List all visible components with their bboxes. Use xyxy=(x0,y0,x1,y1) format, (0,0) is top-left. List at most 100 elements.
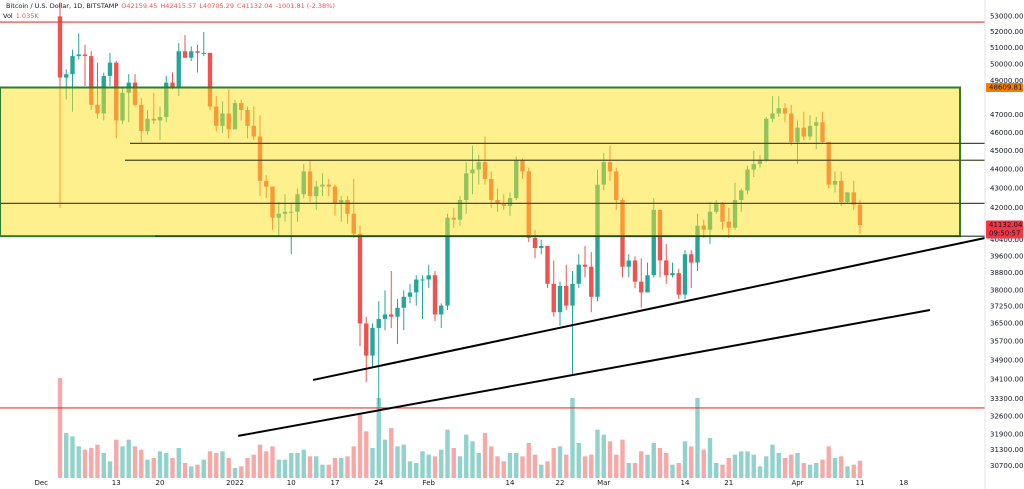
candle-body xyxy=(551,283,556,313)
candle-body xyxy=(189,51,194,58)
price-tag-label: 41132.04 xyxy=(989,221,1023,229)
volume-bar xyxy=(701,449,706,478)
volume-bar xyxy=(395,446,400,478)
volume-bar xyxy=(401,444,406,478)
candle-body xyxy=(64,74,69,78)
candle-body xyxy=(376,318,381,328)
volume-bar xyxy=(845,466,850,478)
volume-label: Vol xyxy=(3,12,13,20)
volume-bar xyxy=(457,456,463,478)
volume-bar xyxy=(264,451,269,478)
volume-bar xyxy=(276,459,281,478)
candle-body xyxy=(76,54,81,57)
volume-bar xyxy=(514,453,519,478)
volume-bar xyxy=(176,448,181,478)
candle-body xyxy=(195,51,200,53)
y-tick-label: 38800.00 xyxy=(990,269,1023,277)
candle-body xyxy=(370,327,375,356)
candle-body xyxy=(89,56,94,105)
candle-body xyxy=(364,323,369,356)
volume-bar xyxy=(282,459,288,478)
volume-bar xyxy=(126,439,131,478)
volume-bar xyxy=(382,439,388,478)
candle-body xyxy=(682,254,688,295)
candle-body xyxy=(70,56,75,75)
candle-body xyxy=(670,273,675,276)
volume-bar xyxy=(426,454,431,478)
price-axis-bg xyxy=(985,0,1024,489)
volume-bar xyxy=(551,448,556,478)
volume-bar xyxy=(664,453,669,478)
y-tick-label: 33300.00 xyxy=(990,395,1023,403)
candle-body xyxy=(170,82,175,88)
volume-bar xyxy=(532,454,538,478)
candle-body xyxy=(532,237,538,249)
candle-body xyxy=(389,314,394,317)
y-tick-label: 50000.00 xyxy=(990,60,1023,68)
volume-bar xyxy=(476,453,481,478)
volume-bar xyxy=(64,433,69,478)
volume-bar xyxy=(851,464,856,478)
volume-bar xyxy=(489,446,494,478)
y-tick-label: 44000.00 xyxy=(990,166,1023,174)
volume-bar xyxy=(314,456,319,478)
volume-bar xyxy=(232,468,238,478)
volume-bar xyxy=(564,454,569,478)
y-tick-label: 32600.00 xyxy=(990,412,1023,420)
candle-body xyxy=(632,260,638,282)
volume-bar xyxy=(539,464,544,478)
volume-bar xyxy=(451,448,456,478)
x-tick-label: 2022 xyxy=(226,479,244,487)
volume-bar xyxy=(545,461,550,478)
x-tick-label: 22 xyxy=(556,479,565,487)
volume-bar xyxy=(657,448,663,478)
price-tag-label: 48609.81 xyxy=(989,84,1022,92)
volume-bar xyxy=(695,398,700,478)
volume-bar xyxy=(732,454,738,478)
volume-bar xyxy=(820,459,825,478)
volume-bar xyxy=(676,463,681,478)
volume-bar xyxy=(101,453,106,478)
candle-body xyxy=(82,54,88,57)
candle-body xyxy=(626,260,631,267)
candle-body xyxy=(176,51,181,88)
volume-bar xyxy=(157,451,163,478)
volume-bar xyxy=(757,466,763,478)
y-tick-label: 34100.00 xyxy=(990,375,1023,383)
x-tick-label: 10 xyxy=(287,479,296,487)
volume-bar xyxy=(89,448,94,478)
volume-bar xyxy=(301,449,306,478)
volume-bar xyxy=(720,464,725,478)
legend-volume: Vol 1.035K xyxy=(3,12,39,20)
x-tick-label: 24 xyxy=(374,479,383,487)
volume-bar xyxy=(782,458,788,478)
volume-bar xyxy=(351,446,356,478)
price-tag xyxy=(986,220,1023,239)
volume-bar xyxy=(220,451,225,478)
candle-body xyxy=(557,285,563,313)
candle-body xyxy=(445,217,450,306)
price-tag-time: 09:50:57 xyxy=(989,230,1020,238)
candle-body xyxy=(57,16,63,78)
volume-bar xyxy=(620,439,625,478)
price-tag xyxy=(986,83,1023,93)
volume-bar xyxy=(482,433,488,478)
candle-body xyxy=(651,209,656,276)
candle-body xyxy=(664,260,669,276)
candle-body xyxy=(545,245,550,284)
volume-bar xyxy=(95,444,100,478)
trend-line xyxy=(312,237,986,381)
volume-bar xyxy=(307,456,313,478)
y-tick-label: 38000.00 xyxy=(990,286,1023,294)
volume-bar xyxy=(682,441,688,478)
volume-bar xyxy=(801,463,806,478)
volume-value: 1.035K xyxy=(16,12,40,20)
volume-bar xyxy=(707,438,713,478)
volume-bar xyxy=(345,456,350,478)
legend-ohlc: -1001.81 (-2.38%) xyxy=(276,2,335,10)
legend-ohlc: C41132.04 xyxy=(237,2,273,10)
volume-bar xyxy=(626,463,631,478)
volume-bar xyxy=(326,464,331,478)
candle-body xyxy=(407,292,413,297)
